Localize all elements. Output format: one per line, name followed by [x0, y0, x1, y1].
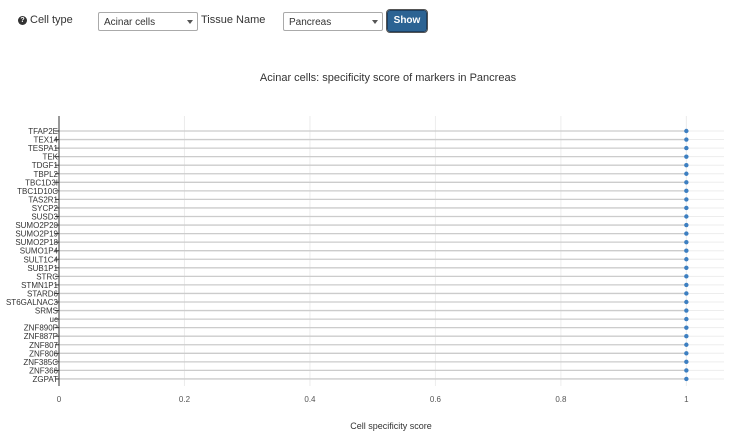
data-point[interactable]	[684, 163, 689, 168]
y-tick-label: ZNF887P	[24, 332, 58, 341]
y-tick-label: STMN1P1	[21, 281, 58, 290]
data-point[interactable]	[684, 222, 689, 228]
data-point[interactable]	[684, 368, 689, 373]
y-tick-label: ZGPAT	[33, 375, 59, 384]
x-tick-label-0: 0	[57, 395, 62, 404]
x-tick-label-3: 0.6	[430, 395, 442, 404]
data-point[interactable]	[684, 154, 689, 159]
question-circle-icon[interactable]: ?	[18, 16, 27, 25]
data-point[interactable]	[684, 342, 689, 347]
data-point[interactable]	[684, 128, 689, 134]
cell-type-value: Acinar cells	[104, 17, 156, 28]
y-tick-label: TESPA1	[28, 144, 59, 153]
data-point[interactable]	[684, 291, 689, 296]
y-tick-label: ZNF807	[29, 341, 58, 350]
y-tick-label: ZNF890P	[24, 324, 58, 333]
data-point[interactable]	[684, 239, 689, 245]
y-tick-label: STARD6	[27, 289, 59, 298]
y-tick-label: SYCP2	[32, 204, 59, 213]
x-tick-label-2: 0.4	[304, 395, 316, 404]
y-tick-label: TEK	[42, 153, 58, 162]
data-point[interactable]	[684, 299, 689, 305]
y-tick-label: SUMO1P4	[20, 247, 59, 256]
data-point[interactable]	[684, 137, 689, 142]
y-tick-label: STRC	[36, 272, 58, 281]
filter-controls: ? Cell type Acinar cells Tissue Name Pan…	[0, 0, 752, 40]
chevron-down-icon	[372, 20, 378, 24]
data-point[interactable]	[684, 282, 689, 288]
data-point[interactable]	[684, 197, 689, 202]
data-point[interactable]	[684, 308, 689, 313]
data-point[interactable]	[684, 265, 689, 270]
marker-rows: TFAP2ETEX14TESPA1TEKTDGF1TBPL2TBC1D3ITBC…	[6, 127, 724, 384]
x-tick-label-4: 0.8	[555, 395, 567, 404]
cell-type-label: Cell type	[30, 14, 73, 26]
data-point[interactable]	[684, 231, 689, 236]
y-tick-label: TBC1D3I	[25, 178, 58, 187]
x-tick-label-1: 0.2	[179, 395, 191, 404]
y-tick-label: TBPL2	[34, 170, 59, 179]
data-point[interactable]	[684, 145, 689, 151]
data-point[interactable]	[684, 359, 689, 365]
chart-title: Acinar cells: specificity score of marke…	[260, 72, 517, 84]
data-point[interactable]	[684, 351, 689, 356]
tissue-name-value: Pancreas	[289, 17, 332, 28]
y-tick-label: SUB1P1	[27, 264, 58, 273]
y-tick-label: SRMS	[35, 307, 58, 316]
show-button[interactable]: Show	[386, 9, 428, 33]
data-point[interactable]	[684, 325, 689, 330]
y-tick-label: TDGF1	[32, 161, 59, 170]
data-point[interactable]	[684, 248, 689, 253]
y-tick-label: ZNF806	[29, 349, 58, 358]
tissue-name-select[interactable]: Pancreas	[283, 12, 383, 31]
data-point[interactable]	[684, 214, 689, 219]
y-tick-label: TBC1D10C	[17, 187, 58, 196]
y-tick-label: TAS2R1	[28, 195, 58, 204]
y-tick-label: SULT1C4	[23, 255, 58, 264]
data-point[interactable]	[684, 334, 689, 339]
y-tick-label: TFAP2E	[28, 127, 58, 136]
tissue-name-label: Tissue Name	[201, 14, 266, 26]
y-tick-label: ZNF366	[29, 366, 58, 375]
x-axis-label: Cell specificity score	[350, 421, 432, 431]
y-tick-label: ST6GALNAC3	[6, 298, 59, 307]
data-point[interactable]	[684, 205, 689, 211]
data-point[interactable]	[684, 171, 689, 176]
cell-type-select[interactable]: Acinar cells	[98, 12, 198, 31]
data-point[interactable]	[684, 274, 689, 279]
data-point[interactable]	[684, 376, 689, 382]
y-tick-label: SUMO2P18	[15, 238, 58, 247]
chevron-down-icon	[187, 20, 193, 24]
data-point[interactable]	[684, 188, 689, 194]
y-tick-label: TEX14	[34, 136, 59, 145]
x-tick-label-5: 1	[684, 395, 689, 404]
y-tick-label: SUMO2P19	[15, 230, 58, 239]
y-tick-label: SUSD3	[31, 213, 58, 222]
y-tick-label: ZNF385C	[23, 358, 58, 367]
data-point[interactable]	[684, 180, 689, 185]
data-point[interactable]	[684, 257, 689, 262]
y-tick-label: uc	[50, 315, 58, 324]
data-point[interactable]	[684, 316, 689, 322]
x-axis-ticks: 0 0.2 0.4 0.6 0.8 1	[57, 395, 689, 404]
y-tick-label: SUMO2P20	[15, 221, 58, 230]
